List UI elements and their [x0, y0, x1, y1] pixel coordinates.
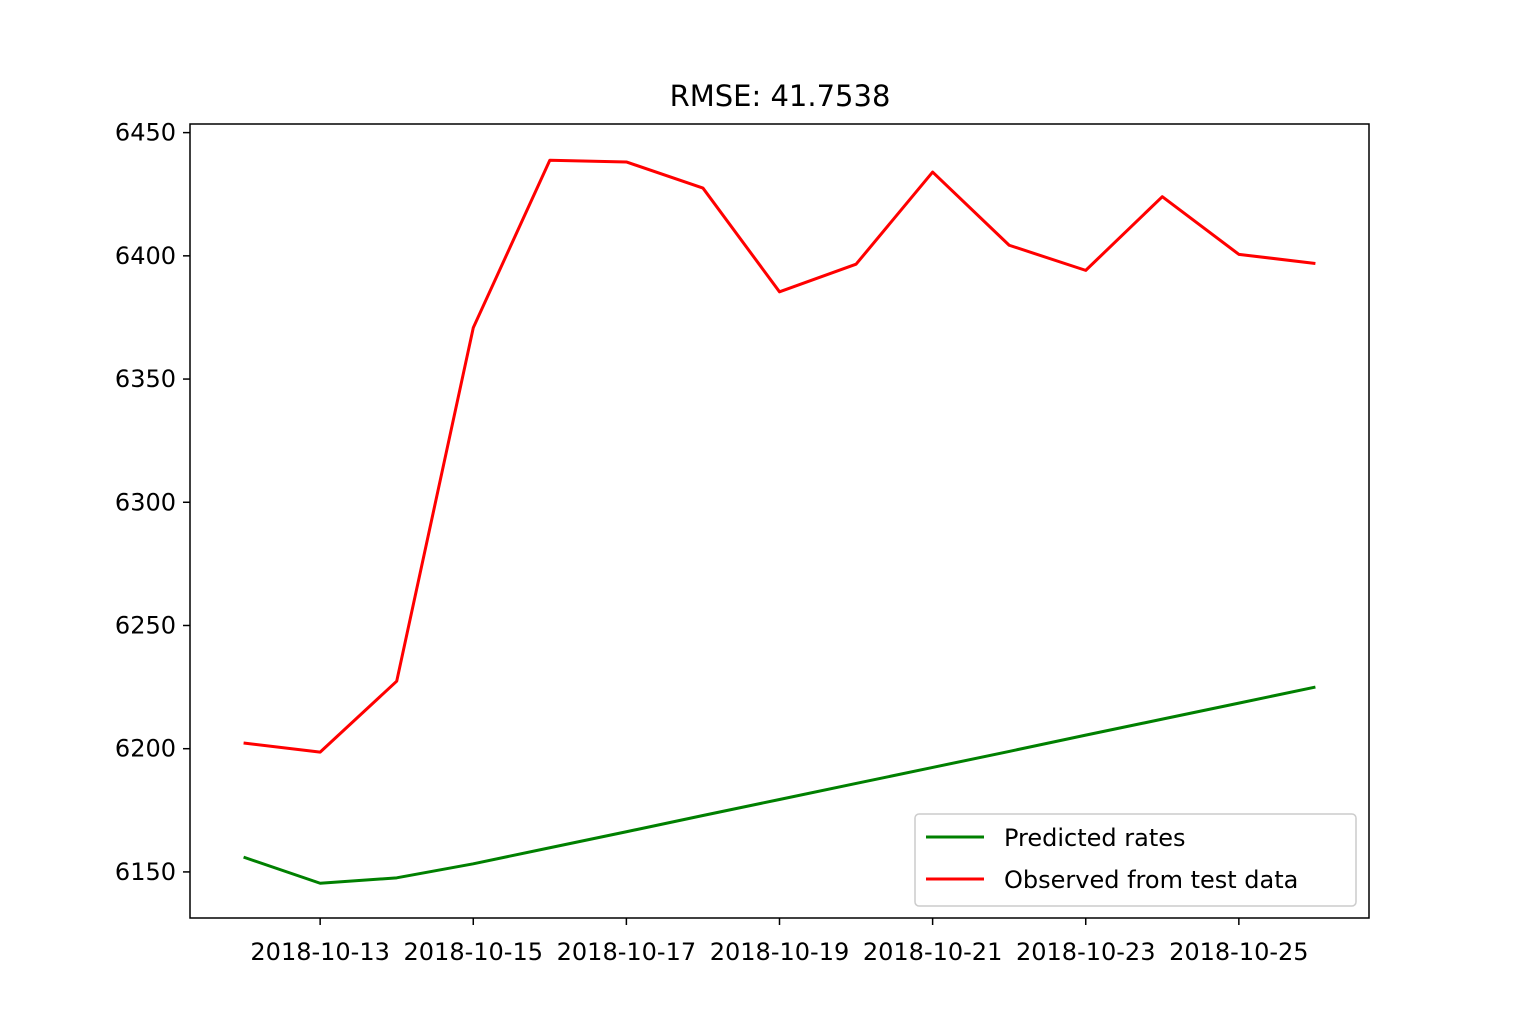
- chart-title: RMSE: 41.7538: [670, 79, 891, 113]
- x-tick-label: 2018-10-13: [250, 938, 389, 966]
- plot-frame: [189, 123, 1370, 919]
- x-tick-label: 2018-10-19: [710, 938, 849, 966]
- x-tick-label: 2018-10-23: [1016, 938, 1155, 966]
- y-tick-label: 6300: [115, 488, 176, 516]
- y-tick-label: 6200: [115, 735, 176, 763]
- y-tick-label: 6350: [115, 365, 176, 393]
- legend-label-observed-from-test-data: Observed from test data: [1004, 866, 1298, 894]
- x-tick-label: 2018-10-17: [557, 938, 696, 966]
- y-tick-label: 6450: [115, 119, 176, 147]
- y-axis: 6150 6200 6250 6300 6350 6400 6450: [115, 119, 190, 886]
- plot-lines: [243, 158, 1316, 885]
- y-tick-label: 6250: [115, 611, 176, 639]
- series-line-observed-from-test-data: [243, 158, 1316, 754]
- legend-box: [914, 813, 1357, 907]
- x-tick-label: 2018-10-21: [863, 938, 1002, 966]
- y-tick-label: 6150: [115, 858, 176, 886]
- legend: Predicted rates Observed from test data: [914, 813, 1357, 907]
- x-axis: 2018-10-13 2018-10-15 2018-10-17 2018-10-19…: [250, 918, 1309, 966]
- x-tick-label: 2018-10-15: [404, 938, 543, 966]
- x-tick-label: 2018-10-25: [1169, 938, 1308, 966]
- y-tick-label: 6400: [115, 242, 176, 270]
- legend-label-predicted-rates: Predicted rates: [1004, 824, 1186, 852]
- series-line-predicted-rates: [243, 685, 1316, 885]
